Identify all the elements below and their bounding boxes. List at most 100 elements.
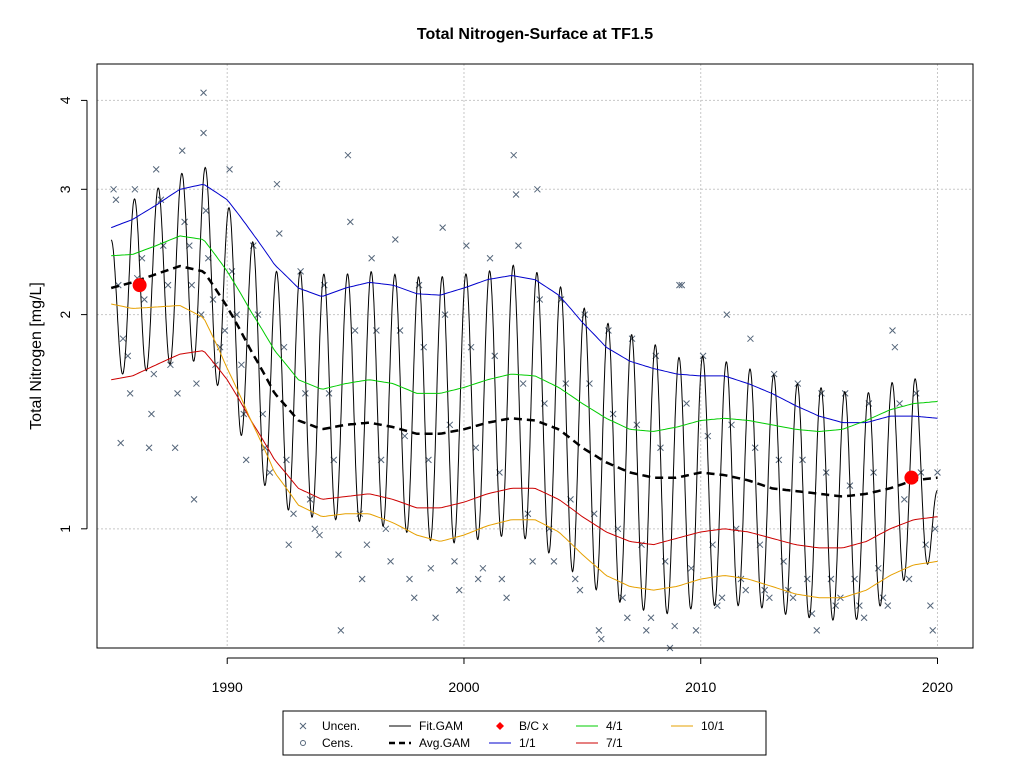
observation-point [860,614,868,622]
series-lines [110,183,938,599]
observation-point [188,281,196,289]
legend-item-fit-gam: Fit.GAM [389,719,463,733]
observation-point [704,432,712,440]
observation-point [202,207,210,214]
legend-symbol-circle [300,740,306,746]
observation-point [119,335,127,343]
observation-point [325,390,333,397]
legend-box [282,710,767,756]
observation-point [692,626,700,634]
axes: 1990 2000 2010 2020 1 2 3 4 [57,96,953,695]
observation-point [167,361,174,369]
legend-item-4-1: 4/1 [576,719,623,733]
observation-point [344,151,352,159]
observation-point [467,343,475,351]
series-line-4-1 [111,235,938,433]
legend-label: 10/1 [701,719,725,733]
legend-item-avg-gam: Avg.GAM [389,736,470,750]
plot-area-border [96,63,974,649]
legend-item-b-c-x: B/C x [496,719,548,733]
observation-point [633,421,641,429]
y-tick-label: 2 [57,311,73,319]
observation-point [586,380,593,387]
observation-point [642,626,650,634]
observation-point [181,218,188,226]
observation-point [358,575,366,583]
legend-label: Fit.GAM [419,719,463,733]
observation-point [254,311,262,318]
legend-label: Avg.GAM [419,736,470,750]
observation-point [238,361,245,369]
y-axis-label: Total Nitrogen [mg/L] [28,282,45,430]
observation-point [503,594,510,602]
observation-point [723,311,731,318]
observation-point [576,586,584,594]
observation-point [351,327,359,334]
legend-label: Cens. [322,736,353,750]
observation-point [273,180,281,188]
observation-point [311,525,319,533]
observation-point [472,444,480,452]
observation-point [193,380,200,387]
legend-symbol-x [299,722,307,730]
observation-point [929,626,937,634]
observation-point [832,602,840,609]
observation-point [479,564,487,572]
observation-point [373,327,380,334]
observation-point [131,185,139,193]
observation-point [200,129,207,137]
bc-point [132,278,147,293]
legend-symbol-diamond [496,722,504,730]
legend-item-uncen-: Uncen. [299,719,360,733]
observation-point [687,564,695,572]
observation-point [112,196,120,204]
observation-point [439,224,447,231]
observation-point [718,594,726,602]
observation-point [789,594,797,602]
legend-label: 4/1 [606,719,623,733]
observation-point [209,296,217,303]
observation-point [922,541,930,549]
observation-point [178,147,186,154]
observation-point [197,311,205,318]
observation-point [896,400,903,407]
observation-point [770,370,778,378]
x-tick-label: 2000 [448,679,479,695]
observation-point [927,602,934,609]
observation-point [266,469,274,476]
observation-point [382,525,390,533]
observation-point [851,575,858,583]
observation-point [562,380,570,387]
observation-point [900,496,908,503]
observation-point [766,594,773,602]
observation-point [117,439,125,447]
observation-point [728,421,735,429]
observation-point [157,196,165,204]
observation-point [891,343,899,351]
observation-point [889,327,896,334]
observation-point [228,268,236,275]
observation-point [905,575,913,583]
observation-point [794,380,802,387]
observation-point [512,191,520,198]
observation-point [145,444,153,452]
observation-point [410,594,418,602]
observation-point [280,343,288,351]
observation-point [396,327,404,334]
observation-point [874,564,882,572]
observation-point [761,586,769,594]
observation-point [275,230,283,237]
observation-point [699,352,707,360]
observation-point [455,586,463,594]
observation-point [683,400,690,407]
x-tick-label: 1990 [212,679,243,695]
observation-point [529,558,536,565]
chart-title: Total Nitrogen-Surface at TF1.5 [417,26,653,43]
observation-point [550,558,558,565]
x-tick-label: 2010 [685,679,716,695]
observation-point [571,575,579,583]
observation-point [446,421,454,429]
series-line-10-1 [111,303,938,599]
observation-point [934,469,941,476]
